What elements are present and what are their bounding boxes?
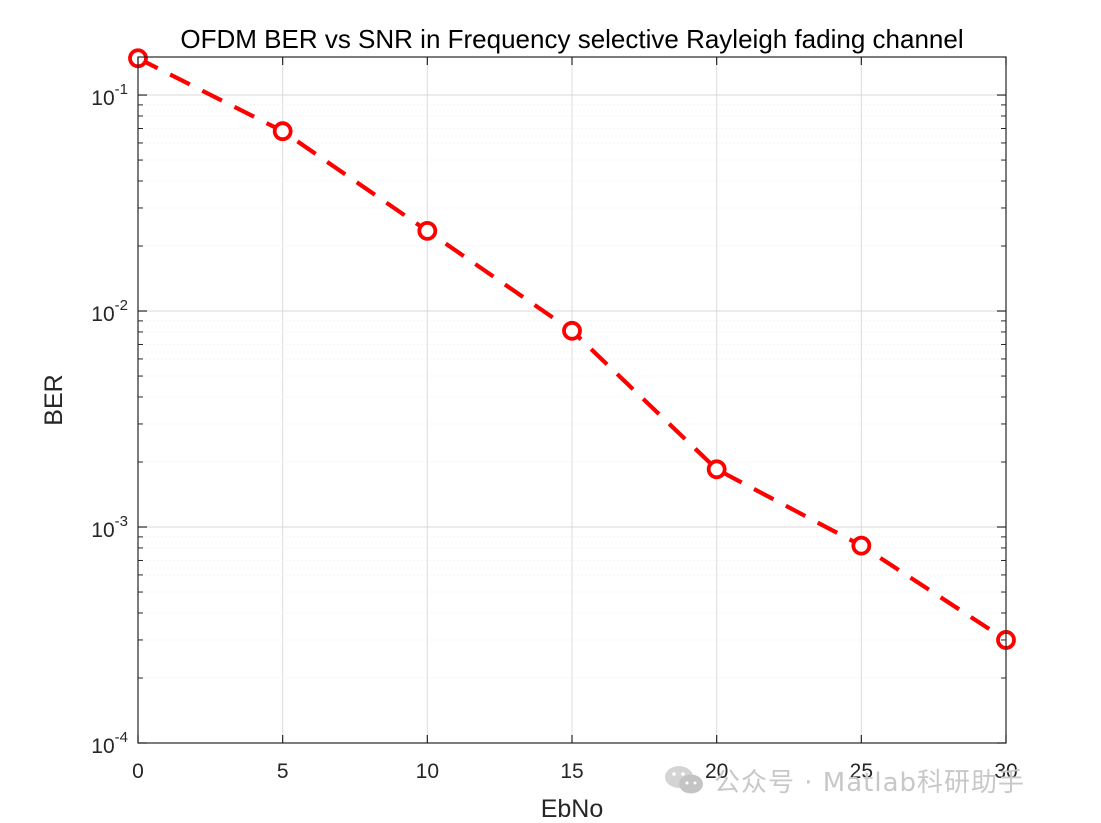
y-tick-label: 10-2 xyxy=(91,297,128,326)
x-tick-label: 25 xyxy=(850,760,873,783)
x-tick-label: 5 xyxy=(277,760,289,783)
x-tick-label: 15 xyxy=(560,760,583,783)
x-tick-label: 20 xyxy=(705,760,728,783)
y-tick-label: 10-4 xyxy=(91,729,128,758)
x-tick-label: 30 xyxy=(994,760,1017,783)
y-tick-exponent: -4 xyxy=(115,729,128,746)
y-tick-base: 10 xyxy=(91,87,114,110)
x-tick-label: 0 xyxy=(132,760,144,783)
y-tick-base: 10 xyxy=(91,303,114,326)
chart-title: OFDM BER vs SNR in Frequency selective R… xyxy=(180,24,963,54)
data-point-marker xyxy=(272,121,293,142)
data-point-marker xyxy=(417,220,438,241)
y-tick-label: 10-1 xyxy=(91,81,128,110)
y-axis-label: BER xyxy=(40,374,68,425)
x-tick-label: 10 xyxy=(416,760,439,783)
y-tick-exponent: -3 xyxy=(115,513,128,530)
data-point-marker xyxy=(851,535,872,556)
watermark: 公众号 · Matlab科研助手 xyxy=(662,760,1025,800)
data-point-marker xyxy=(562,320,582,341)
y-tick-exponent: -2 xyxy=(115,297,128,314)
y-tick-label: 10-3 xyxy=(91,513,128,542)
data-point-marker xyxy=(706,459,727,480)
x-axis-label: EbNo xyxy=(541,795,604,823)
y-tick-exponent: -1 xyxy=(115,81,128,98)
grid xyxy=(138,57,1006,743)
y-tick-base: 10 xyxy=(91,735,114,758)
wechat-icon xyxy=(665,766,703,794)
watermark-text: 公众号 · Matlab科研助手 xyxy=(714,767,1026,798)
y-tick-base: 10 xyxy=(91,519,114,542)
